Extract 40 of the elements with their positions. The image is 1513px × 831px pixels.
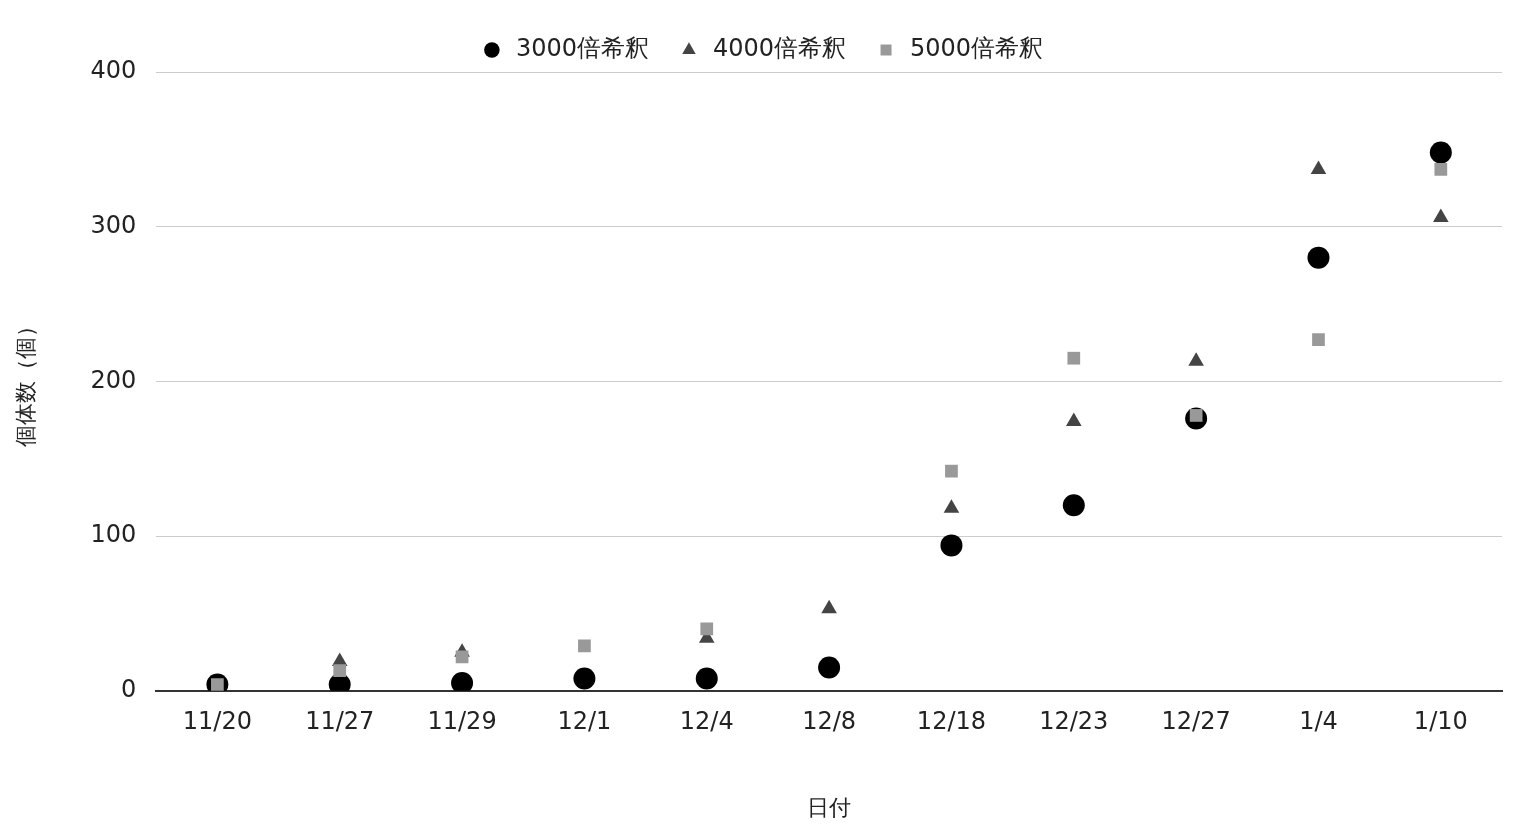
x-tick-label: 12/4 (679, 707, 734, 736)
point (1066, 412, 1082, 427)
point (821, 599, 837, 614)
y-tick-label: 0 (120, 675, 137, 704)
y-tick-label: 400 (90, 56, 137, 85)
point (1067, 351, 1081, 365)
point (1188, 352, 1204, 366)
legend-label: 4000倍希釈 (712, 34, 847, 63)
x-tick-label: 12/23 (1039, 707, 1109, 736)
point (943, 499, 960, 513)
point (700, 622, 714, 636)
point (1434, 163, 1448, 176)
x-tick-label: 11/29 (427, 707, 497, 736)
legend-label: 3000倍希釈 (515, 34, 649, 63)
point (940, 534, 963, 557)
x-tick-label: 12/8 (802, 707, 857, 736)
point (455, 650, 469, 664)
point (818, 656, 841, 679)
x-tick-label: 1/4 (1299, 707, 1338, 736)
point (333, 664, 347, 678)
point (1429, 141, 1452, 164)
point (1062, 494, 1085, 517)
y-axis-title: 個体数（個） (12, 315, 38, 448)
point (695, 667, 718, 690)
x-tick-label: 11/20 (182, 707, 252, 736)
y-tick-label: 300 (90, 210, 137, 239)
point (1312, 333, 1325, 346)
x-tick-label: 12/1 (557, 707, 612, 736)
x-tick-label: 1/10 (1413, 707, 1468, 736)
point (945, 464, 958, 478)
point (578, 639, 591, 653)
y-tick-label: 100 (90, 520, 137, 549)
x-axis-title: 日付 (807, 794, 852, 820)
legend-label: 5000倍希釈 (910, 34, 1044, 63)
y-tick-label: 200 (90, 365, 137, 394)
x-tick-label: 12/27 (1161, 707, 1231, 736)
point (573, 667, 596, 690)
x-tick-label: 11/27 (305, 707, 375, 736)
point (1307, 246, 1330, 269)
x-tick-label: 12/18 (916, 707, 987, 736)
